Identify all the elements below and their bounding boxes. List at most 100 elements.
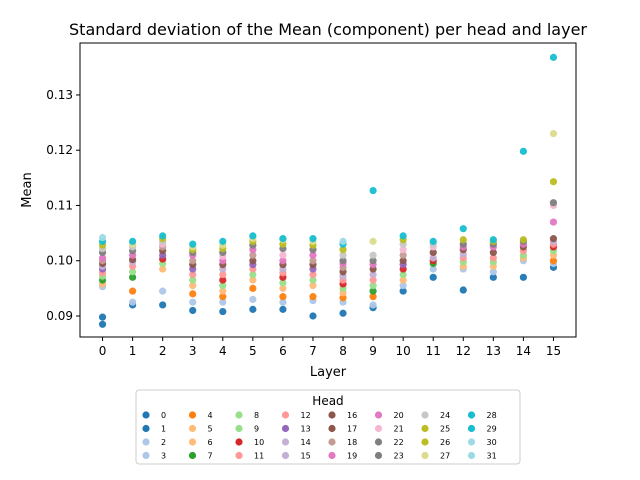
legend-label: 0 [161, 411, 166, 420]
legend-label: 10 [254, 438, 264, 447]
legend-label: 27 [440, 452, 450, 461]
y-tick-label: 0.09 [46, 309, 73, 323]
data-point [249, 276, 257, 284]
data-point [489, 236, 497, 244]
x-tick-label: 2 [159, 344, 167, 358]
data-point [369, 237, 377, 245]
data-point [489, 254, 497, 262]
legend-frame [135, 389, 521, 465]
data-point [519, 147, 527, 155]
data-point [279, 257, 287, 265]
legend-marker [467, 424, 476, 433]
legend-label: 5 [208, 425, 213, 434]
legend-label: 18 [347, 438, 357, 447]
data-point [129, 298, 137, 306]
data-point [489, 248, 497, 257]
data-point [129, 237, 137, 245]
data-point [129, 273, 137, 281]
data-point [399, 257, 407, 265]
data-point [98, 233, 107, 242]
data-point [279, 284, 287, 292]
legend-title: Head [312, 394, 343, 408]
data-point [549, 178, 558, 186]
data-point [189, 276, 197, 284]
data-point [189, 282, 197, 290]
data-point [399, 232, 407, 240]
legend-label: 30 [487, 438, 497, 447]
legend-marker [188, 451, 197, 460]
data-point [219, 307, 227, 316]
data-point [399, 276, 407, 284]
legend: Head 01234567891011121314151617181920212… [135, 389, 521, 465]
legend-marker [281, 438, 290, 446]
x-tick-label: 3 [189, 344, 197, 358]
data-point [129, 287, 137, 295]
legend-label: 31 [487, 452, 497, 461]
data-point [369, 251, 377, 259]
data-point [369, 276, 377, 284]
legend-marker [374, 451, 383, 460]
legend-label: 24 [440, 411, 450, 420]
legend-label: 22 [394, 438, 404, 447]
x-axis-label: Layer [310, 365, 347, 380]
data-point [279, 305, 287, 313]
x-tick-label: 8 [339, 344, 347, 358]
legend-label: 13 [301, 425, 311, 434]
legend-marker [328, 438, 336, 446]
legend-label: 2 [161, 438, 166, 447]
data-point [429, 254, 437, 262]
legend-label: 21 [394, 425, 404, 434]
x-tick-label: 7 [309, 344, 317, 358]
data-point [249, 284, 257, 292]
legend-label: 8 [254, 411, 259, 420]
legend-label: 25 [440, 425, 450, 434]
legend-marker [328, 411, 336, 419]
legend-marker [281, 411, 290, 419]
legend-marker [374, 424, 383, 433]
legend-label: 16 [347, 411, 357, 420]
data-point [549, 130, 558, 138]
x-tick-label: 1 [129, 344, 137, 358]
x-tick-label: 15 [546, 344, 561, 358]
data-point [309, 251, 317, 259]
legend-label: 28 [487, 411, 497, 420]
legend-marker [421, 451, 429, 460]
legend-marker [235, 424, 243, 433]
data-point [219, 298, 227, 306]
legend-marker [281, 451, 290, 460]
data-point [189, 298, 197, 306]
data-point [249, 257, 257, 265]
legend-items: 0123456789101112131415161718192021222324… [142, 411, 497, 461]
data-point [189, 240, 197, 248]
data-point [219, 287, 227, 295]
data-point [309, 282, 317, 290]
legend-label: 20 [394, 411, 404, 420]
data-point [339, 246, 347, 254]
data-point [309, 270, 317, 279]
data-point [159, 232, 167, 240]
data-point [98, 313, 107, 321]
data-point [459, 225, 467, 233]
legend-label: 4 [208, 411, 213, 420]
x-tick-label: 5 [249, 344, 257, 358]
data-point [399, 246, 407, 254]
data-point [369, 186, 377, 195]
data-point [249, 270, 257, 279]
legend-marker [374, 411, 383, 419]
data-point [279, 298, 287, 306]
data-point [399, 282, 407, 290]
legend-label: 14 [301, 438, 311, 447]
y-axis-label: Mean [20, 172, 35, 207]
data-point [279, 235, 287, 243]
data-point [549, 199, 558, 207]
legend-label: 11 [254, 452, 264, 461]
legend-marker [421, 411, 429, 419]
data-point [369, 287, 377, 295]
data-point [429, 273, 437, 281]
legend-label: 15 [301, 452, 311, 461]
y-tick-label: 0.10 [46, 254, 73, 268]
data-point [459, 236, 467, 244]
data-point [339, 294, 347, 302]
legend-label: 12 [301, 411, 311, 420]
data-point [189, 257, 197, 265]
